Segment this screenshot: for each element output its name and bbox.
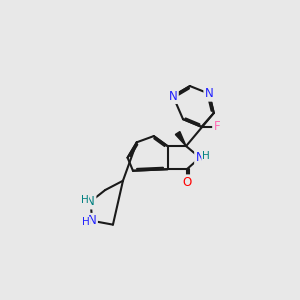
Text: N: N <box>169 90 177 103</box>
Text: H: H <box>202 151 210 161</box>
Text: O: O <box>182 176 191 189</box>
Text: H: H <box>81 195 88 205</box>
Text: H: H <box>82 217 90 227</box>
Text: N: N <box>86 195 95 208</box>
Polygon shape <box>176 132 186 146</box>
Text: N: N <box>196 151 204 164</box>
Text: F: F <box>214 120 220 134</box>
Text: N: N <box>205 87 214 100</box>
Text: N: N <box>88 214 97 227</box>
